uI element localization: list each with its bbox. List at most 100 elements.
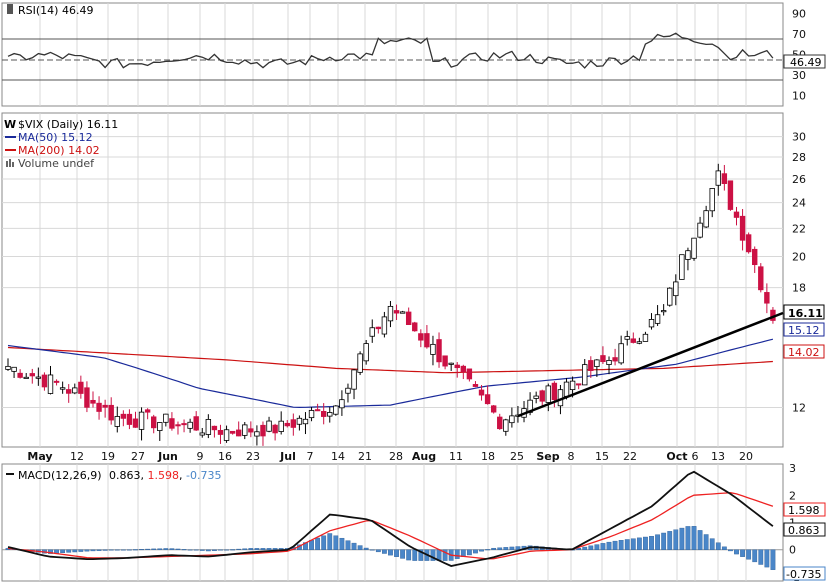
histogram-bar bbox=[418, 549, 424, 561]
histogram-bar bbox=[400, 549, 406, 559]
candle bbox=[96, 396, 102, 420]
candle bbox=[503, 418, 509, 436]
hist-value-label: -0.735 bbox=[786, 568, 821, 581]
candle bbox=[327, 407, 333, 423]
price-tick-label: 26 bbox=[792, 173, 806, 186]
candle bbox=[278, 411, 284, 435]
candle bbox=[509, 407, 515, 428]
candle bbox=[120, 410, 127, 427]
x-tick-label: 19 bbox=[101, 450, 115, 463]
candle bbox=[217, 424, 224, 444]
histogram-bar bbox=[661, 532, 667, 550]
histogram-bar bbox=[151, 548, 157, 550]
histogram-bar bbox=[175, 548, 181, 550]
candle bbox=[533, 391, 539, 404]
candle bbox=[636, 337, 643, 345]
histogram-bar bbox=[181, 549, 187, 551]
x-tick-label: May bbox=[27, 450, 52, 463]
candle bbox=[418, 329, 424, 348]
macd-tick-label: 3 bbox=[789, 462, 796, 475]
x-tick-label: 8 bbox=[568, 450, 575, 463]
candle bbox=[745, 232, 752, 254]
histogram-bar bbox=[48, 549, 53, 554]
candle bbox=[157, 422, 163, 441]
histogram-bar bbox=[272, 548, 278, 550]
histogram-bar bbox=[630, 538, 636, 550]
histogram-bar bbox=[673, 529, 679, 550]
candle bbox=[654, 305, 661, 326]
x-tick-label: 12 bbox=[70, 450, 84, 463]
candle bbox=[600, 346, 606, 364]
histogram-bar bbox=[497, 547, 503, 550]
histogram-bar bbox=[145, 548, 151, 550]
hist-legend-value: -0.735 bbox=[186, 469, 221, 482]
histogram-bar bbox=[212, 549, 217, 551]
histogram-bar bbox=[491, 547, 497, 550]
price-tick-label: 12 bbox=[792, 402, 806, 415]
macd-panel: 3210-1 MACD(12,26,9) 0.863, 1.598, -0.73… bbox=[1, 462, 826, 584]
histogram-bar bbox=[576, 548, 582, 550]
histogram-bar bbox=[351, 542, 357, 550]
histogram-bar bbox=[770, 549, 776, 570]
price-legend: W $VIX (Daily) 16.11 MA(50) 15.12 MA(200… bbox=[4, 118, 118, 170]
vix-icon: W bbox=[4, 118, 16, 131]
candle bbox=[454, 362, 460, 378]
candle bbox=[235, 421, 242, 437]
histogram-bar bbox=[193, 549, 199, 551]
candle bbox=[102, 399, 108, 418]
histogram-bar bbox=[667, 531, 673, 550]
histogram-bar bbox=[624, 539, 630, 550]
histogram-bar bbox=[345, 540, 351, 550]
candle bbox=[466, 368, 473, 382]
x-tick-label: 9 bbox=[197, 450, 204, 463]
candle bbox=[405, 307, 412, 325]
histogram-bar bbox=[230, 549, 236, 551]
histogram-bar bbox=[454, 549, 460, 559]
candle bbox=[302, 412, 309, 435]
candle bbox=[539, 389, 545, 407]
x-tick-label: 13 bbox=[711, 450, 725, 463]
candle bbox=[254, 425, 260, 446]
histogram-bar bbox=[242, 548, 248, 550]
candle bbox=[381, 311, 388, 338]
candle bbox=[35, 367, 42, 386]
candle bbox=[667, 287, 673, 307]
histogram-bar bbox=[339, 537, 345, 550]
candle bbox=[144, 408, 151, 420]
histogram-bar bbox=[199, 549, 205, 551]
rsi-indicator-icon bbox=[7, 4, 13, 14]
x-tick-label: 21 bbox=[358, 450, 372, 463]
histogram-bar bbox=[649, 535, 654, 550]
histogram-bar bbox=[357, 545, 363, 550]
candle bbox=[205, 414, 212, 439]
svg-text:MACD(12,26,9) 0.863,: MACD(12,26,9) 0.863, 1.598, -0.735 bbox=[18, 469, 222, 482]
candle bbox=[393, 304, 400, 321]
candle bbox=[764, 283, 770, 314]
candle bbox=[624, 330, 630, 346]
x-tick-label: 15 bbox=[595, 450, 609, 463]
candle bbox=[460, 364, 467, 380]
last-price-box bbox=[783, 304, 825, 320]
histogram-bar bbox=[606, 541, 612, 550]
price-legend-title: $VIX (Daily) 16.11 bbox=[18, 118, 118, 131]
candle bbox=[357, 351, 363, 376]
signal-value-box bbox=[783, 502, 826, 517]
histogram-bar bbox=[187, 549, 193, 551]
histogram-bar bbox=[388, 549, 393, 556]
candle bbox=[11, 366, 17, 378]
candle bbox=[588, 356, 594, 378]
histogram-bar bbox=[218, 549, 223, 551]
histogram-bar bbox=[321, 535, 327, 550]
candle bbox=[369, 319, 375, 343]
histogram-bar bbox=[224, 549, 229, 551]
candle bbox=[448, 362, 454, 371]
rsi-value-box bbox=[783, 54, 826, 69]
candle bbox=[248, 421, 254, 438]
rsi-tick-label: 70 bbox=[792, 28, 806, 41]
candle bbox=[375, 326, 382, 334]
candle bbox=[242, 422, 248, 440]
rsi-panel: 9070503010 RSI(14) 46.49 46.49 bbox=[1, 2, 826, 107]
candle bbox=[108, 397, 114, 425]
histogram-bar bbox=[78, 549, 84, 552]
